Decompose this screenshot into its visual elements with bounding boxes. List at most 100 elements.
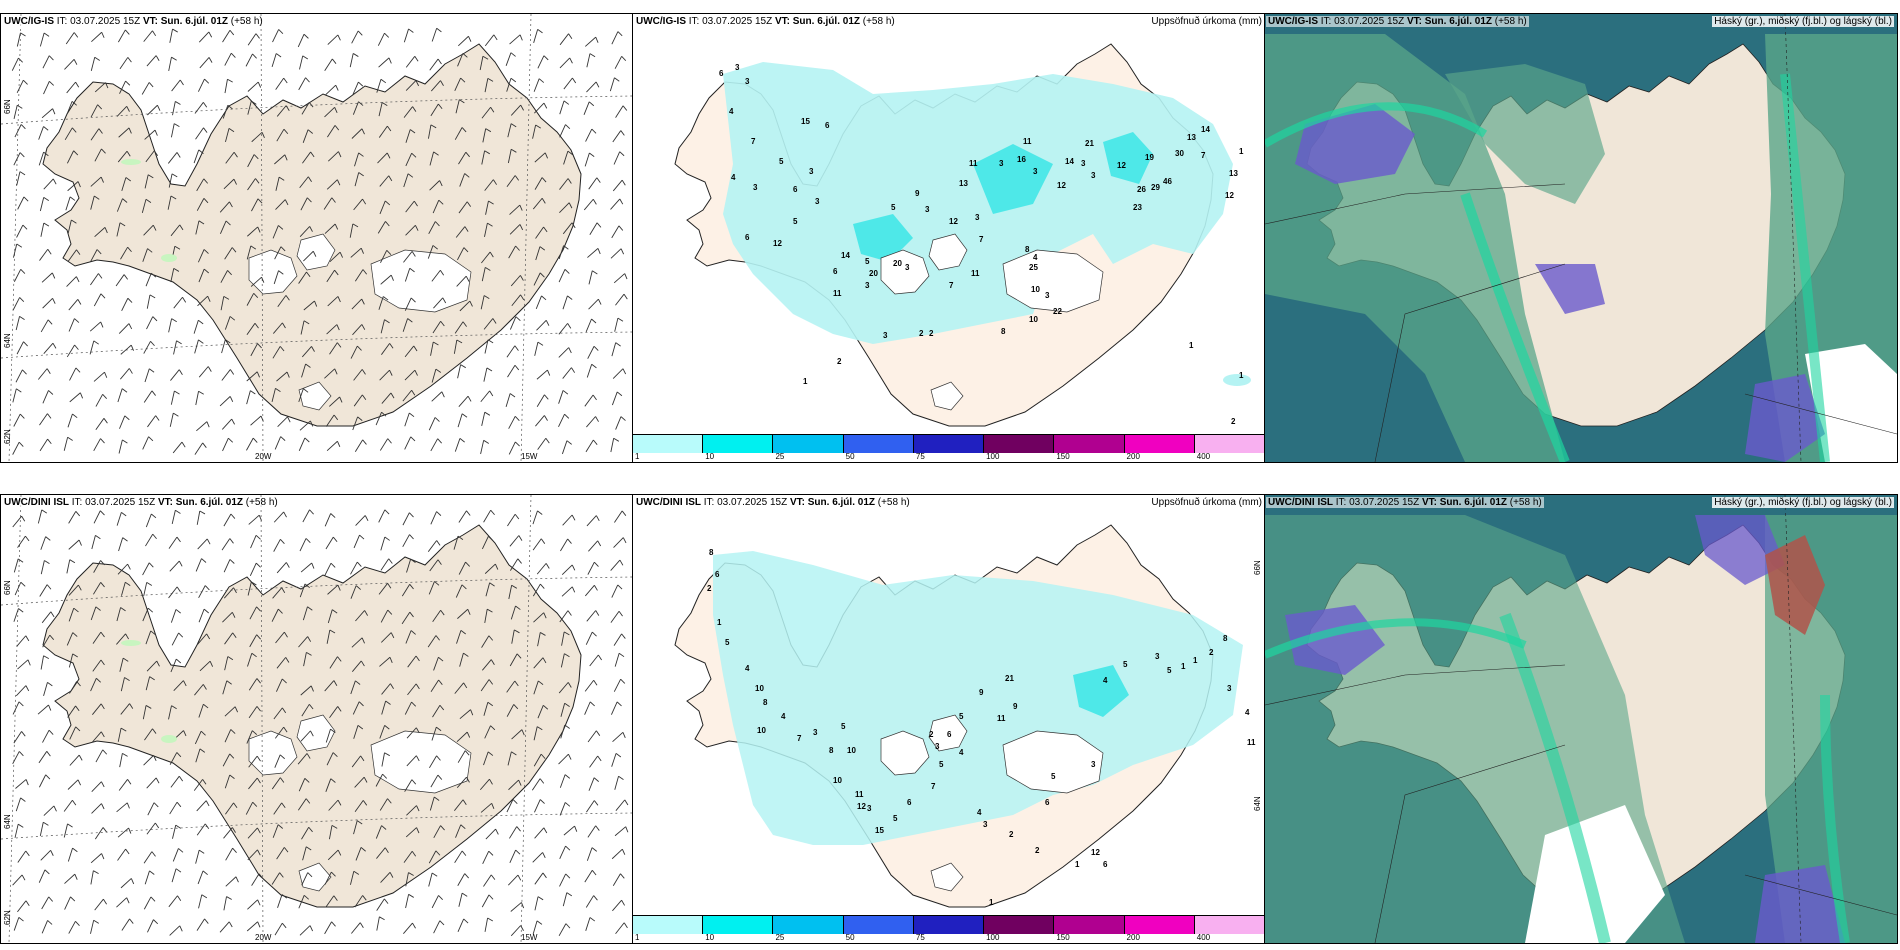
wind-barb xyxy=(429,796,435,811)
cloud-edge xyxy=(1780,73,1830,462)
wind-barb-flag xyxy=(330,728,336,734)
wind-barb xyxy=(247,100,252,115)
wind-barb-flag xyxy=(336,342,342,348)
wind-barb xyxy=(611,584,619,598)
precip-value-label: 3 xyxy=(865,281,870,290)
wind-barb xyxy=(585,631,593,645)
wind-barb xyxy=(589,222,598,235)
wind-barb xyxy=(118,323,130,334)
wind-barb xyxy=(171,632,180,646)
wind-barb xyxy=(95,418,105,430)
wind-barb-flag xyxy=(337,296,341,303)
wind-barb xyxy=(381,700,387,715)
wind-barb-flag xyxy=(567,295,573,300)
wind-barb-flag xyxy=(310,730,314,737)
precip-value-label: 5 xyxy=(841,722,846,731)
wind-barb xyxy=(532,538,542,551)
wind-barb xyxy=(457,413,463,428)
wind-barb-flag xyxy=(104,372,108,378)
wind-barb xyxy=(13,608,19,622)
wind-barb-flag xyxy=(152,533,157,540)
wind-barb-flag xyxy=(149,870,155,875)
precip-value-label: 12 xyxy=(1117,161,1126,170)
wind-barb-flag xyxy=(18,701,24,707)
wind-barb xyxy=(170,390,175,405)
wind-barb xyxy=(558,923,567,937)
wind-barb xyxy=(428,872,433,887)
precip-value-label: 3 xyxy=(1091,171,1096,180)
wind-barb-flag xyxy=(17,558,24,563)
wind-barb-flag xyxy=(49,80,54,86)
wind-barb-flag xyxy=(388,558,393,564)
wind-barb-flag xyxy=(337,799,342,806)
wind-barb xyxy=(562,295,568,310)
wind-barb-flag xyxy=(177,895,182,902)
wind-barb xyxy=(197,633,207,645)
wind-barb xyxy=(376,898,385,911)
wind-barb-flag xyxy=(620,416,626,421)
wind-barb-flag xyxy=(434,417,440,422)
wind-barb xyxy=(198,31,210,43)
wind-barb xyxy=(67,705,76,718)
wind-barb-flag xyxy=(304,437,310,443)
wind-barb xyxy=(116,198,123,212)
wind-barb-flag xyxy=(513,704,519,710)
wind-barb xyxy=(219,396,231,407)
wind-barb xyxy=(91,803,102,814)
wind-barb xyxy=(247,33,257,46)
wind-barb-flag xyxy=(171,318,177,323)
wind-barb xyxy=(432,321,442,334)
wind-barb xyxy=(376,847,386,859)
wind-barb xyxy=(559,178,569,190)
wind-barb-flag xyxy=(357,416,363,421)
wind-barb-flag xyxy=(44,869,50,875)
wind-barb xyxy=(614,510,623,523)
wind-barb-flag xyxy=(384,32,390,38)
wind-barb-flag xyxy=(489,251,494,258)
wind-barb-flag xyxy=(16,104,23,109)
wind-barb-flag xyxy=(542,657,547,664)
wind-barb xyxy=(171,79,181,92)
wind-barb xyxy=(559,100,565,115)
wind-barb xyxy=(561,440,568,455)
wind-barb xyxy=(615,799,626,811)
wind-barb-flag xyxy=(463,918,469,924)
wind-barb-flag xyxy=(468,36,472,42)
wind-barb-flag xyxy=(618,610,623,617)
wind-barb-flag xyxy=(231,612,236,618)
wind-barb xyxy=(119,415,126,429)
wind-barb xyxy=(222,30,231,43)
wind-barb xyxy=(93,510,101,524)
wind-barb-flag xyxy=(624,273,628,280)
wind-barb-flag xyxy=(330,562,336,568)
wind-barb-flag xyxy=(409,412,415,418)
wind-barb xyxy=(63,437,69,451)
precip-value-label: 4 xyxy=(959,748,964,757)
wind-barb-flag xyxy=(358,152,364,157)
precip-value-label: 2 xyxy=(707,584,712,593)
colorbar-segment xyxy=(773,435,844,453)
wind-barb xyxy=(143,896,152,910)
wind-barb xyxy=(276,128,285,142)
lead-time: (+58 h) xyxy=(245,497,278,508)
wind-barb-flag xyxy=(251,652,257,658)
wind-barb xyxy=(300,197,308,211)
wind-barb-flag xyxy=(278,270,284,275)
wind-barb xyxy=(197,870,204,885)
wind-barb xyxy=(532,583,541,597)
wind-barb xyxy=(246,371,258,382)
wind-barb xyxy=(354,269,364,282)
wind-barb-flag xyxy=(155,777,160,784)
wind-barb xyxy=(614,56,623,69)
wind-barb xyxy=(563,77,573,90)
wind-barb-flag xyxy=(622,732,626,738)
wind-barb xyxy=(481,635,490,648)
wind-barb-flag xyxy=(593,777,600,782)
wind-barb-flag xyxy=(203,703,209,709)
wind-barb-flag xyxy=(337,34,341,41)
wind-barb-flag xyxy=(460,629,466,635)
wind-barb xyxy=(484,725,491,739)
wind-barb-flag xyxy=(202,684,207,690)
lead-time: (+58 h) xyxy=(230,16,263,27)
wind-barb xyxy=(610,438,615,453)
